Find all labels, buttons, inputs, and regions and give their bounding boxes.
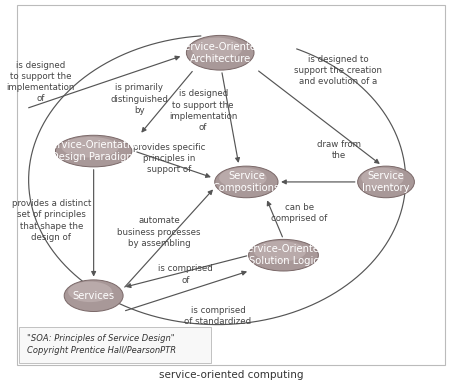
Text: is designed
to support the
implementation
of: is designed to support the implementatio… [6,60,75,103]
Ellipse shape [68,282,112,302]
Ellipse shape [64,280,123,312]
Ellipse shape [219,168,266,188]
Ellipse shape [358,166,414,198]
Text: is comprised
of: is comprised of [158,264,213,284]
Text: automate
business processes
by assembling: automate business processes by assemblin… [117,216,201,248]
Text: is comprised
of standardized: is comprised of standardized [184,306,252,326]
Ellipse shape [55,135,132,167]
Ellipse shape [62,137,119,158]
Text: is primarily
distinguished
by: is primarily distinguished by [111,84,168,115]
Text: Service-Oriented
Architecture: Service-Oriented Architecture [178,42,262,64]
Text: Service
Compositions: Service Compositions [213,171,280,193]
Ellipse shape [254,241,306,262]
Ellipse shape [186,35,254,70]
Text: provides a distinct
set of principles
that shape the
design of: provides a distinct set of principles th… [12,199,91,241]
FancyBboxPatch shape [18,327,211,363]
Text: provides specific
principles in
support of: provides specific principles in support … [132,143,205,175]
Ellipse shape [361,168,404,188]
Text: Service
Inventory: Service Inventory [362,171,410,193]
Ellipse shape [248,240,319,271]
Text: is designed
to support the
implementation
of: is designed to support the implementatio… [169,89,237,132]
Text: can be
comprised of: can be comprised of [271,203,327,223]
Text: is designed to
support the creation
and evolution of a: is designed to support the creation and … [294,55,382,86]
Text: Service-Oriented
Solution Logic: Service-Oriented Solution Logic [241,244,326,266]
Text: Service-Orientation
Design Paradigm: Service-Orientation Design Paradigm [45,140,142,162]
Text: service-oriented computing: service-oriented computing [159,370,303,380]
Text: "SOA: Principles of Service Design"
Copyright Prentice Hall/PearsonPTR: "SOA: Principles of Service Design" Copy… [27,334,176,355]
Ellipse shape [215,166,278,198]
Ellipse shape [191,38,242,60]
Text: Services: Services [72,291,115,301]
Text: draw from
the: draw from the [317,140,361,160]
